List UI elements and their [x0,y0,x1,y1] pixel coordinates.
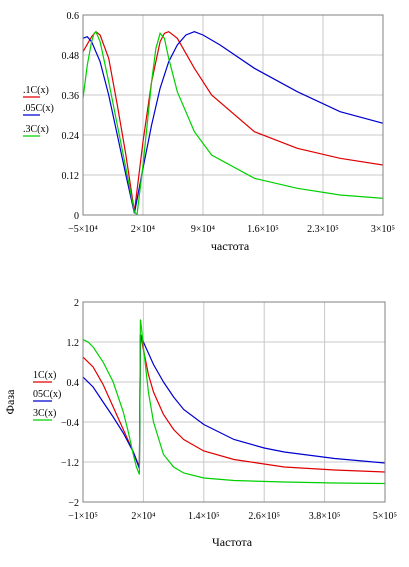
y-tick-label: 0.4 [67,378,80,389]
y-tick-label: 1.2 [67,338,80,349]
y-tick-label: −0.4 [61,418,79,429]
series-line-3 [83,30,383,215]
y-tick-label: −2 [68,498,79,509]
y-tick-label: 0.6 [67,11,80,22]
x-tick-label: 2.3×10⁵ [307,224,339,235]
y-tick-label: 0.48 [62,51,80,62]
x-tick-label: −5×10⁴ [68,224,98,235]
x-tick-label: 9×10⁴ [191,224,216,235]
series-line-2 [83,31,383,214]
chart-phase: −1×10⁵ 2×10⁴ 1.4×10⁵ 2.6×10⁵ 3.8×10⁵ 5×10⁵ −2 −… [3,298,397,549]
legend-label: .05C(x) [23,103,54,114]
legend-label: 1C(x) [33,370,56,381]
legend-label: .1C(x) [23,85,49,96]
x-tick-label: 2.6×10⁵ [248,511,280,522]
x-tick-label: 1.4×10⁵ [188,511,220,522]
x-tick-label: 2×10⁴ [131,224,156,235]
legend-label: 3C(x) [33,408,56,419]
y-tick-label: 0.36 [62,91,80,102]
series-line-3 [83,319,385,485]
x-tick-label: 1.6×10⁵ [247,224,279,235]
chart-amplitude: −5×10⁴ 2×10⁴ 9×10⁴ 1.6×10⁵ 2.3×10⁵ 3×10⁵ 0 0.12… [23,11,395,253]
x-tick-label: 5×10⁵ [373,511,397,522]
y-tick-label: 0.12 [62,171,80,182]
plot-frame [82,301,386,503]
x-axis-label: Частота [212,535,253,549]
x-tick-label: 3.8×10⁵ [309,511,341,522]
y-axis-label: Фаза [3,389,17,415]
x-axis-label: частота [211,239,250,253]
legend-label: .3C(x) [23,124,49,135]
x-tick-label: 2×10⁴ [131,511,156,522]
plot-frame [82,14,384,216]
x-tick-label: −1×10⁵ [68,511,98,522]
y-tick-label: 0.24 [62,131,80,142]
y-tick-label: −1.2 [61,458,79,469]
series-line-1 [83,334,385,473]
legend-label: 05C(x) [33,389,61,400]
x-tick-label: 3×10⁵ [371,224,395,235]
series-line-2 [83,334,385,469]
series-line-1 [83,30,383,212]
y-tick-label: 2 [74,298,79,309]
y-tick-label: 0 [74,211,79,222]
